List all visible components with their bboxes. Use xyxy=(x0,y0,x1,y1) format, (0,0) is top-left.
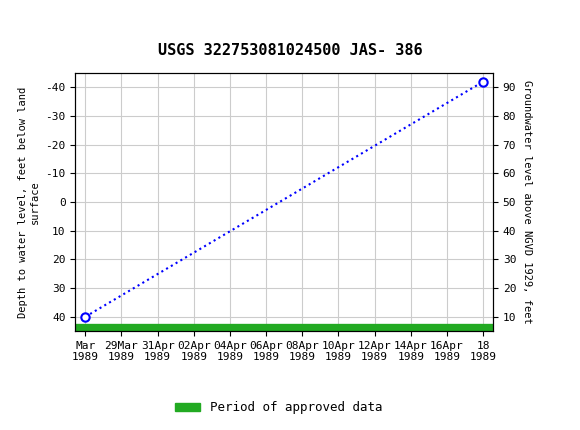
Text: ≡USGS: ≡USGS xyxy=(12,16,75,36)
Legend: Period of approved data: Period of approved data xyxy=(169,396,387,419)
Y-axis label: Depth to water level, feet below land
surface: Depth to water level, feet below land su… xyxy=(19,86,40,318)
Y-axis label: Groundwater level above NGVD 1929, feet: Groundwater level above NGVD 1929, feet xyxy=(522,80,532,324)
Text: USGS 322753081024500 JAS- 386: USGS 322753081024500 JAS- 386 xyxy=(158,43,422,58)
